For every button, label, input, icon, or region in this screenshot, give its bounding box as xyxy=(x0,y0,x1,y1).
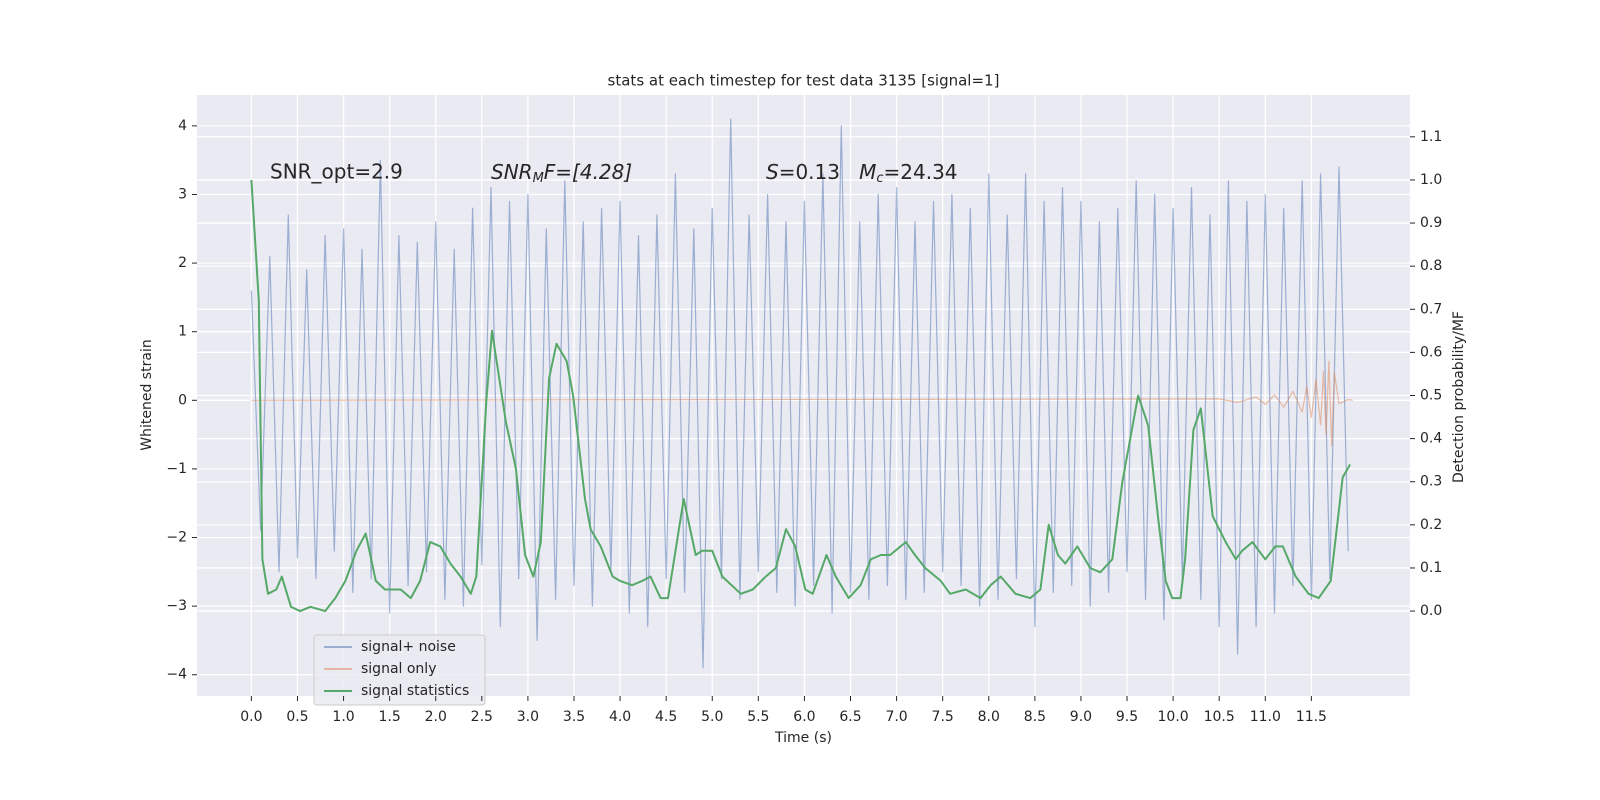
x-tick-label: 9.0 xyxy=(1070,709,1092,725)
y-tick-label: −3 xyxy=(166,598,187,614)
chart-title: stats at each timestep for test data 313… xyxy=(608,72,1000,90)
series-line xyxy=(250,179,1351,613)
legend-box xyxy=(313,634,486,706)
y2-tick-label: 0.5 xyxy=(1420,388,1442,404)
annotation: SNRMF=[4.28] xyxy=(491,160,632,186)
x-tick-label: 7.5 xyxy=(932,709,954,725)
y-tick-label: 1 xyxy=(178,324,187,340)
x-tick-label: 6.5 xyxy=(839,709,861,725)
x-tick-label: 0.0 xyxy=(240,709,262,725)
x-tick-label: 3.0 xyxy=(517,709,539,725)
x-tick-label: 3.5 xyxy=(563,709,585,725)
y2-tick-label: 0.4 xyxy=(1420,431,1442,447)
x-tick-label: 11.5 xyxy=(1296,709,1327,725)
x-tick-label: 5.5 xyxy=(747,709,769,725)
grid xyxy=(197,95,1410,696)
y-tick-label: 4 xyxy=(178,118,187,134)
y2-tick-label: 0.6 xyxy=(1420,344,1442,360)
x-tick-label: 8.0 xyxy=(978,709,1000,725)
y2-axis-label: Detection probability/MF xyxy=(1451,311,1467,483)
x-tick-label: 2.0 xyxy=(425,709,447,725)
series-line xyxy=(251,360,1353,447)
y-tick-label: −4 xyxy=(166,667,187,683)
y2-tick-label: 0.0 xyxy=(1420,603,1442,619)
x-axis-label: Time (s) xyxy=(774,730,832,746)
legend-label: signal only xyxy=(361,661,436,677)
y-tick-label: 0 xyxy=(178,392,187,408)
x-tick-label: 4.5 xyxy=(655,709,677,725)
y2-tick-label: 1.0 xyxy=(1420,172,1442,188)
x-tick-label: 6.0 xyxy=(793,709,815,725)
legend: signal+ noise signal only signal statistic… xyxy=(313,634,486,706)
y2-tick-label: 0.2 xyxy=(1420,517,1442,533)
x-tick-label: 1.0 xyxy=(332,709,354,725)
y2-tick-label: 1.1 xyxy=(1420,129,1442,145)
x-tick-label: 2.5 xyxy=(471,709,493,725)
marks xyxy=(250,118,1353,669)
annotation: SNR_opt=2.9 xyxy=(270,160,403,184)
x-tick-label: 10.0 xyxy=(1158,709,1189,725)
x-tick-label: 5.0 xyxy=(701,709,723,725)
x-tick-label: 9.5 xyxy=(1116,709,1138,725)
y2-tick-label: 0.8 xyxy=(1420,258,1442,274)
x-tick-label: 4.0 xyxy=(609,709,631,725)
y-tick-label: 3 xyxy=(178,186,187,202)
legend-label: signal statistics xyxy=(361,683,469,699)
y2-tick-label: 0.7 xyxy=(1420,301,1442,317)
y-tick-label: −2 xyxy=(166,530,187,546)
x-tick-label: 0.5 xyxy=(286,709,308,725)
series-line xyxy=(250,118,1349,669)
y2-tick-label: 0.1 xyxy=(1420,560,1442,576)
annotation: S=0.13 Mc=24.34 xyxy=(766,160,958,186)
x-tick-label: 10.5 xyxy=(1204,709,1235,725)
y-tick-label: 2 xyxy=(178,255,187,271)
x-tick-label: 8.5 xyxy=(1024,709,1046,725)
y2-tick-label: 0.9 xyxy=(1420,215,1442,231)
legend-label: signal+ noise xyxy=(361,639,456,655)
x-tick-label: 11.0 xyxy=(1250,709,1281,725)
y-axis-label: Whitened strain xyxy=(139,339,155,450)
x-tick-label: 1.5 xyxy=(379,709,401,725)
x-tick-label: 7.0 xyxy=(885,709,907,725)
y2-tick-label: 0.3 xyxy=(1420,474,1442,490)
y-tick-label: −1 xyxy=(166,461,187,477)
